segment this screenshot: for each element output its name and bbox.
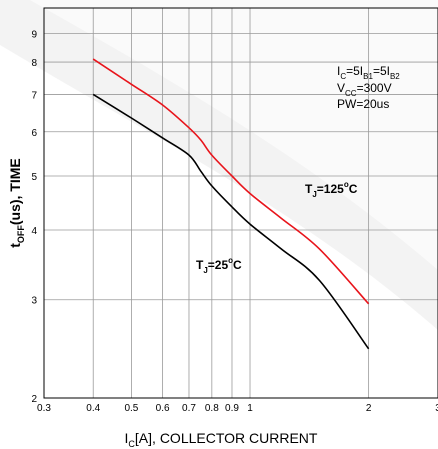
series-label-tj-25: TJ=25oC — [196, 256, 242, 275]
y-tick-label: 4 — [31, 226, 37, 237]
test-conditions: IC=5IB1=5IB2 VCC=300V PW=20us — [337, 64, 400, 111]
condition-pw: PW=20us — [337, 97, 389, 111]
series-label-tj-125: TJ=125oC — [305, 180, 358, 199]
condition-ic-ib: IC=5IB1=5IB2 — [337, 64, 400, 81]
series-line-tj-25 — [92, 93, 370, 350]
x-tick-label: 0.7 — [182, 403, 196, 414]
y-tick-label: 3 — [31, 296, 37, 307]
y-tick-label: 7 — [31, 90, 37, 101]
y-axis-label: tOFF(us), TIME — [7, 158, 26, 248]
x-tick-label: 0.6 — [156, 403, 170, 414]
x-axis-label: IC[A], COLLECTOR CURRENT — [125, 430, 318, 449]
y-tick-label: 2 — [31, 394, 37, 405]
background-watermark-arc-inner — [30, 0, 438, 270]
x-tick-label: 0.3 — [37, 403, 51, 414]
y-tick-label: 9 — [31, 30, 37, 41]
condition-vcc: VCC=300V — [337, 81, 392, 98]
y-tick-label: 6 — [31, 128, 37, 139]
x-tick-label: 0.9 — [225, 403, 239, 414]
x-tick-label: 0.8 — [205, 403, 219, 414]
plot-frame — [43, 7, 438, 399]
x-tick-label: 3 — [435, 403, 438, 414]
series-line-tj-125 — [92, 58, 370, 305]
tick-labels: 0.3 0.4 0.5 0.6 0.7 0.8 0.9 1 2 3 2 3 4 5 6 7 8 9 — [31, 30, 438, 414]
x-tick-label: 0.4 — [86, 403, 100, 414]
x-tick-label: 1 — [247, 403, 253, 414]
series-layer — [92, 58, 370, 350]
y-tick-label: 5 — [31, 172, 37, 183]
y-tick-label: 8 — [31, 58, 37, 69]
x-tick-label: 0.5 — [124, 403, 138, 414]
x-tick-label: 2 — [366, 403, 372, 414]
